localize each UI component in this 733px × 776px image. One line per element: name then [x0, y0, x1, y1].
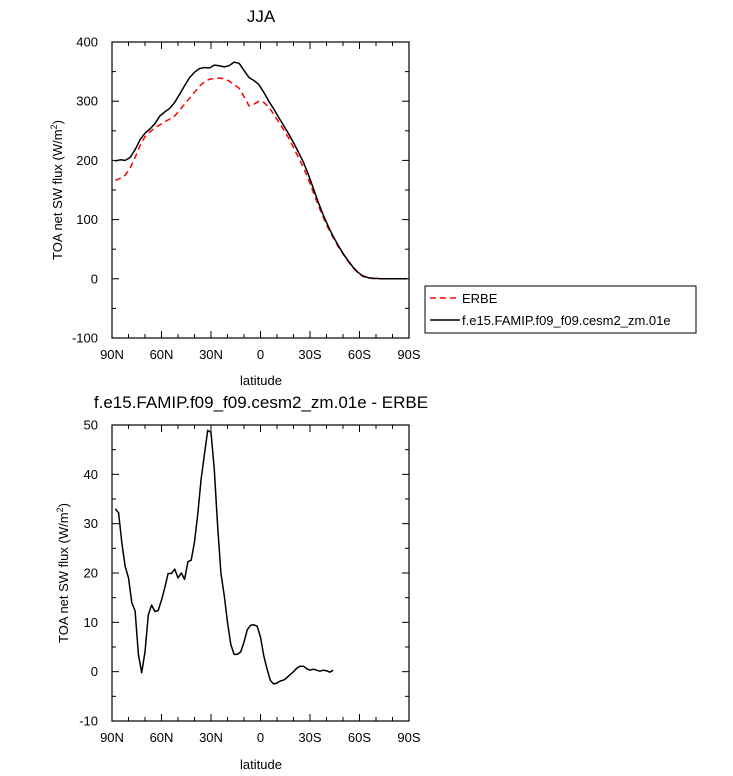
top-plot-frame	[111, 41, 410, 339]
y-tick-label: 0	[91, 664, 98, 679]
x-tick-label: 60N	[150, 347, 174, 362]
x-tick-label: 90N	[100, 347, 124, 362]
bottom-series-lines	[114, 429, 334, 685]
legend-box	[424, 285, 697, 334]
bottom-y-axis-label: TOA net SW flux (W/m2)	[55, 503, 71, 643]
top-x-axis-label: latitude	[240, 373, 282, 388]
top-chart-title: JJA	[247, 7, 276, 26]
bottom-plot-frame	[111, 424, 410, 722]
top-panel: JJA 90N 60N 30N 0 30S 60S 90S -100 0 100 200 300 400…	[49, 7, 697, 388]
bottom-tick-labels: 90N 60N 30N 0 30S 60S 90S -10 0 10 20 30 40 50	[79, 418, 421, 746]
legend-label-erbe: ERBE	[462, 291, 498, 306]
bottom-ticks	[111, 424, 410, 722]
x-tick-label: 0	[257, 347, 264, 362]
x-tick-label: 90S	[397, 730, 420, 745]
bottom-x-axis-label: latitude	[240, 757, 282, 772]
y-tick-label: 10	[84, 615, 98, 630]
top-series-lines	[114, 61, 408, 280]
y-tick-label: 0	[91, 271, 98, 286]
x-tick-label: 30N	[199, 347, 223, 362]
x-tick-label: 60S	[348, 730, 371, 745]
y-tick-label: 200	[76, 153, 98, 168]
y-tick-label: 400	[76, 35, 98, 50]
top-tick-labels: 90N 60N 30N 0 30S 60S 90S -100 0 100 200 300 400	[72, 35, 421, 363]
x-tick-label: 60S	[348, 347, 371, 362]
y-tick-label: 300	[76, 94, 98, 109]
y-tick-label: 20	[84, 566, 98, 581]
x-tick-label: 90N	[100, 730, 124, 745]
x-tick-label: 60N	[150, 730, 174, 745]
series-line-erbe	[114, 77, 408, 280]
y-tick-label: -10	[79, 714, 98, 729]
x-tick-label: 30S	[298, 730, 321, 745]
x-tick-label: 90S	[397, 347, 420, 362]
legend-label-model: f.e15.FAMIP.f09_f09.cesm2_zm.01e	[462, 313, 671, 328]
x-tick-label: 30N	[199, 730, 223, 745]
top-y-axis-label: TOA net SW flux (W/m2)	[49, 120, 65, 260]
x-tick-label: 0	[257, 730, 264, 745]
y-tick-label: 100	[76, 212, 98, 227]
y-tick-label: 40	[84, 467, 98, 482]
bottom-panel: f.e15.FAMIP.f09_f09.cesm2_zm.01e - ERBE …	[55, 393, 428, 772]
series-line-model	[114, 429, 334, 685]
series-line-model	[115, 61, 408, 280]
y-tick-label: -100	[72, 331, 98, 346]
legend: ERBE f.e15.FAMIP.f09_f09.cesm2_zm.01e	[424, 285, 697, 334]
x-tick-label: 30S	[298, 347, 321, 362]
bottom-chart-title: f.e15.FAMIP.f09_f09.cesm2_zm.01e - ERBE	[94, 393, 428, 412]
y-tick-label: 30	[84, 516, 98, 531]
y-tick-label: 50	[84, 418, 98, 433]
